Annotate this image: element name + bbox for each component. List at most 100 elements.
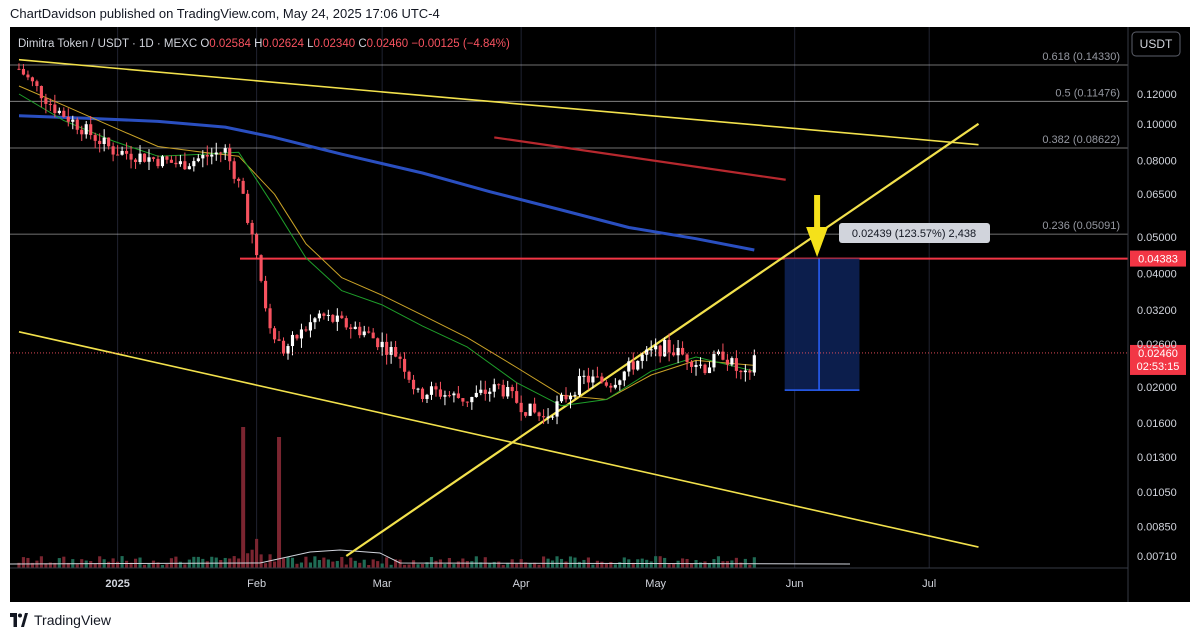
candle-body-20 — [107, 137, 111, 147]
price-tick-11: 0.01050 — [1137, 487, 1177, 499]
candle-body-143 — [658, 345, 662, 357]
time-tick-jun: Jun — [786, 578, 804, 590]
volume-bar-161 — [739, 562, 743, 568]
candle-body-40 — [196, 158, 200, 162]
candle-body-151 — [694, 365, 698, 367]
price-chart[interactable]: 0.618 (0.14330) 0.5 (0.11476) 0.382 (0.086… — [10, 27, 1190, 602]
candle-body-88 — [411, 379, 416, 390]
candle-body-108 — [501, 384, 505, 397]
candle-body-160 — [734, 358, 738, 371]
fib-label-1: 0.5 (0.11476) — [1055, 87, 1120, 99]
volume-bar-132 — [609, 561, 613, 568]
tradingview-logo-icon — [10, 613, 28, 627]
volume-bar-82 — [385, 557, 389, 568]
candle-body-76 — [358, 326, 362, 336]
volume-bar-107 — [497, 561, 501, 568]
volume-bar-94 — [438, 559, 443, 568]
volume-bar-70 — [331, 561, 335, 568]
ohlc-c-value: 0.02460 — [367, 38, 412, 50]
volume-bar-130 — [600, 561, 604, 568]
down-arrow-shaft — [814, 195, 821, 229]
candle-body-152 — [698, 364, 703, 366]
price-tick-0: 0.12000 — [1137, 89, 1177, 101]
candle-body-122 — [564, 394, 568, 400]
chart-panel[interactable]: 0.618 (0.14330) 0.5 (0.11476) 0.382 (0.086… — [10, 27, 1190, 602]
volume-bar-79 — [371, 559, 375, 568]
time-tick-feb: Feb — [247, 578, 266, 590]
volume-bar-69 — [326, 559, 330, 568]
candle-body-163 — [748, 370, 752, 373]
candle-body-8 — [53, 104, 57, 114]
candle-body-1 — [21, 68, 26, 75]
volume-bar-116 — [537, 564, 541, 568]
volume-bar-76 — [358, 562, 362, 568]
candle-body-137 — [631, 361, 635, 370]
volume-bar-109 — [506, 562, 510, 568]
candle-body-115 — [533, 403, 537, 413]
volume-bar-93 — [434, 560, 438, 568]
volume-bar-123 — [568, 556, 573, 568]
volume-bar-91 — [425, 562, 429, 568]
price-tick-12: 0.00850 — [1137, 522, 1177, 534]
candle-body-45 — [219, 152, 223, 154]
candle-body-89 — [416, 388, 420, 390]
ma-green-line — [18, 93, 755, 407]
volume-bar-95 — [443, 564, 447, 568]
fib-label-3: 0.236 (0.05091) — [1042, 220, 1120, 232]
volume-bar-160 — [734, 557, 738, 568]
volume-bar-52 — [250, 549, 254, 568]
candle-body-92 — [429, 386, 434, 395]
fib-label-0: 0.618 (0.14330) — [1042, 51, 1120, 63]
volume-bar-154 — [707, 562, 712, 568]
volume-bar-23 — [120, 556, 124, 568]
volume-bar-147 — [676, 560, 680, 568]
candle-body-61 — [290, 334, 295, 347]
volume-bar-54 — [259, 554, 263, 568]
volume-bar-158 — [725, 561, 729, 568]
price-tick-1: 0.10000 — [1137, 119, 1177, 131]
candle-body-16 — [89, 124, 93, 136]
candle-body-158 — [725, 359, 729, 365]
ohlc-l-label: L — [307, 38, 314, 50]
candle-body-55 — [264, 280, 268, 309]
candle-body-12 — [71, 119, 75, 122]
volume-bar-102 — [474, 556, 478, 568]
candle-body-105 — [488, 391, 492, 394]
volume-bar-10 — [62, 556, 66, 568]
currency-button[interactable]: USDT — [1131, 31, 1181, 57]
candle-body-2 — [26, 74, 30, 78]
candle-body-53 — [255, 234, 259, 256]
volume-bar-28 — [142, 564, 147, 568]
ohlc-o-label: O — [200, 38, 209, 50]
candle-body-101 — [470, 396, 474, 403]
candle-body-66 — [313, 318, 317, 323]
volume-bar-61 — [290, 557, 295, 568]
candle-body-107 — [497, 384, 501, 386]
volume-bar-30 — [151, 560, 156, 568]
ohlc-change: −0.00125 (−4.84%) — [411, 38, 510, 50]
time-tick-mar: Mar — [373, 578, 392, 590]
measure-label: 0.02439 (123.57%) 2,438 — [839, 223, 990, 243]
volume-bar-146 — [672, 563, 676, 568]
volume-bar-11 — [66, 562, 70, 568]
candle-body-164 — [752, 355, 756, 373]
volume-bar-117 — [542, 556, 546, 568]
volume-bar-126 — [582, 559, 586, 568]
volume-bar-13 — [75, 564, 79, 568]
volume-bar-65 — [308, 562, 312, 568]
volume-bar-143 — [658, 556, 662, 568]
candle-body-6 — [44, 98, 48, 104]
candle-body-73 — [344, 318, 348, 328]
candle-body-67 — [317, 313, 321, 319]
price-tick-13: 0.00710 — [1137, 551, 1177, 563]
volume-bar-53 — [255, 538, 259, 568]
volume-bar-63 — [299, 562, 304, 568]
price-tick-2: 0.08000 — [1137, 155, 1177, 167]
volume-bar-5 — [39, 556, 43, 568]
volume-bar-32 — [160, 564, 165, 568]
candle-body-41 — [201, 154, 205, 159]
candle-body-54 — [259, 255, 263, 281]
candle-body-32 — [160, 156, 165, 167]
volume-bar-141 — [649, 561, 653, 568]
candle-body-52 — [250, 222, 254, 235]
